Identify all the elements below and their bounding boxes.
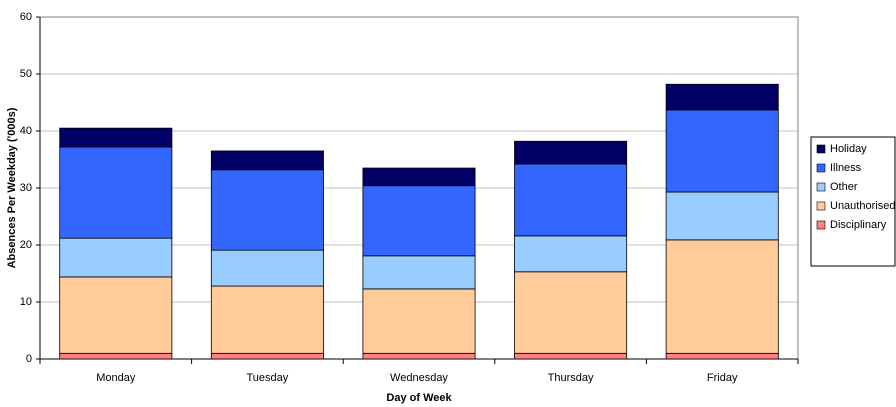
x-tick-label: Wednesday (390, 372, 448, 384)
bar-segment (362, 185, 476, 257)
legend-swatch (816, 182, 826, 192)
y-tick-label: 0 (26, 353, 32, 365)
legend-swatch (816, 201, 826, 211)
y-tick-label: 20 (20, 239, 32, 251)
y-tick-label: 60 (20, 11, 32, 23)
bar-segment (514, 140, 628, 165)
bar-segment (665, 352, 779, 360)
bar-segment (665, 239, 779, 354)
x-tick-label: Friday (707, 372, 738, 384)
bar-segment (59, 276, 173, 354)
legend-label: Disciplinary (830, 219, 887, 231)
bar-segment (362, 288, 476, 354)
bar-segment (362, 352, 476, 360)
bar-segment (210, 169, 324, 251)
bar-segment (210, 150, 324, 171)
bar-segment (210, 352, 324, 360)
bar-segment (59, 146, 173, 239)
legend-label: Illness (830, 162, 862, 174)
bar-segment (210, 285, 324, 354)
x-axis-title: Day of Week (386, 392, 452, 404)
bar-segment (665, 109, 779, 193)
bar-segment (362, 167, 476, 187)
y-tick-label: 40 (20, 125, 32, 137)
bar-segment (514, 163, 628, 237)
bar-segment (59, 352, 173, 360)
legend-label: Unauthorised (830, 200, 895, 212)
x-tick-label: Thursday (548, 372, 594, 384)
legend-box (810, 136, 896, 267)
legend-swatch (816, 163, 826, 173)
legend-swatch (816, 144, 826, 154)
y-axis-title: Absences Per Weekday ('000s) (6, 107, 18, 268)
bar-segment (362, 255, 476, 290)
legend-swatch (816, 220, 826, 230)
y-tick-label: 10 (20, 296, 32, 308)
bar-segment (59, 127, 173, 148)
bar-segment (210, 249, 324, 287)
bar-segment (514, 235, 628, 273)
legend-label: Holiday (830, 143, 867, 155)
y-tick-label: 50 (20, 68, 32, 80)
y-tick-label: 30 (20, 182, 32, 194)
x-tick-label: Tuesday (247, 372, 289, 384)
bar-segment (665, 191, 779, 241)
bar-segment (514, 271, 628, 354)
x-tick-label: Monday (96, 372, 136, 384)
bar-segment (665, 83, 779, 111)
legend-label: Other (830, 181, 858, 193)
bar-segment (59, 237, 173, 278)
bar-segment (514, 352, 628, 360)
